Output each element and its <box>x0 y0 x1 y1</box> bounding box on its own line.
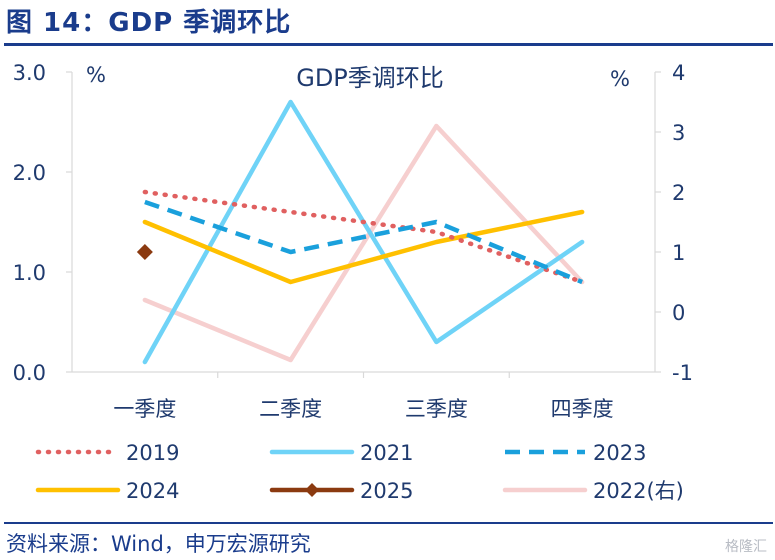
title-rule <box>4 43 773 46</box>
x-tick-label: 四季度 <box>551 397 614 421</box>
legend-2025-marker <box>305 483 319 497</box>
legend-2021-label: 2021 <box>360 441 413 465</box>
y-right-tick-label: 0 <box>672 301 685 325</box>
watermark-logo: 格隆汇 <box>725 539 767 555</box>
legend-2022-label: 2022(右) <box>593 479 684 503</box>
x-tick-label: 一季度 <box>113 397 176 421</box>
y-right-tick-label: 3 <box>672 121 685 145</box>
series-2019-line <box>142 189 585 285</box>
series-2022-line <box>142 123 585 363</box>
series-2025-point <box>136 244 153 260</box>
chart-title: GDP季调环比 <box>296 64 444 92</box>
y-left-tick-label: 2.0 <box>13 161 46 185</box>
source-rule <box>4 522 773 524</box>
y-right-unit: % <box>610 67 630 91</box>
series-2024-line <box>142 209 585 285</box>
legend-2023-label: 2023 <box>593 441 646 465</box>
series-2023-line <box>144 199 583 285</box>
y-left-tick-label: 0.0 <box>13 361 46 385</box>
y-left-tick-label: 3.0 <box>13 61 46 85</box>
y-right-tick-label: 4 <box>672 61 685 85</box>
gdp-qoq-chart: 0.0 1.0 2.0 3.0 -1 0 1 2 3 4 一季度 二季度 三季度 四季度% % GDP季调环比… <box>13 61 693 503</box>
source-note: 资料来源：Wind，申万宏源研究 <box>6 532 311 556</box>
figure-title: 图 14：GDP 季调环比 <box>6 8 292 38</box>
x-tick-label: 三季度 <box>405 397 468 421</box>
y-left-tick-label: 1.0 <box>13 261 46 285</box>
legend-2024-label: 2024 <box>126 479 179 503</box>
y-right-tick-label: 2 <box>672 181 685 205</box>
y-right-tick-label: 1 <box>672 241 685 265</box>
legend-2019-label: 2019 <box>126 441 179 465</box>
legend-2025-label: 2025 <box>360 479 413 503</box>
series-2021-line <box>142 99 585 365</box>
y-right-tick-label: -1 <box>672 361 693 385</box>
y-left-unit: % <box>86 63 106 87</box>
x-tick-label: 二季度 <box>259 397 322 421</box>
